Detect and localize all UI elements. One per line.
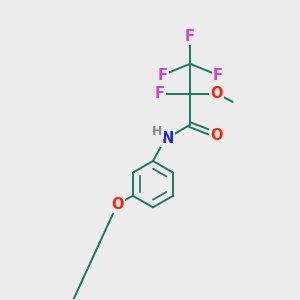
Text: F: F <box>213 68 223 82</box>
Text: F: F <box>154 86 164 101</box>
Text: F: F <box>158 68 167 82</box>
Text: O: O <box>211 86 223 101</box>
Text: H: H <box>152 125 163 138</box>
Text: N: N <box>162 130 174 146</box>
Text: F: F <box>185 29 195 44</box>
Text: O: O <box>111 196 124 211</box>
Text: O: O <box>211 128 223 142</box>
